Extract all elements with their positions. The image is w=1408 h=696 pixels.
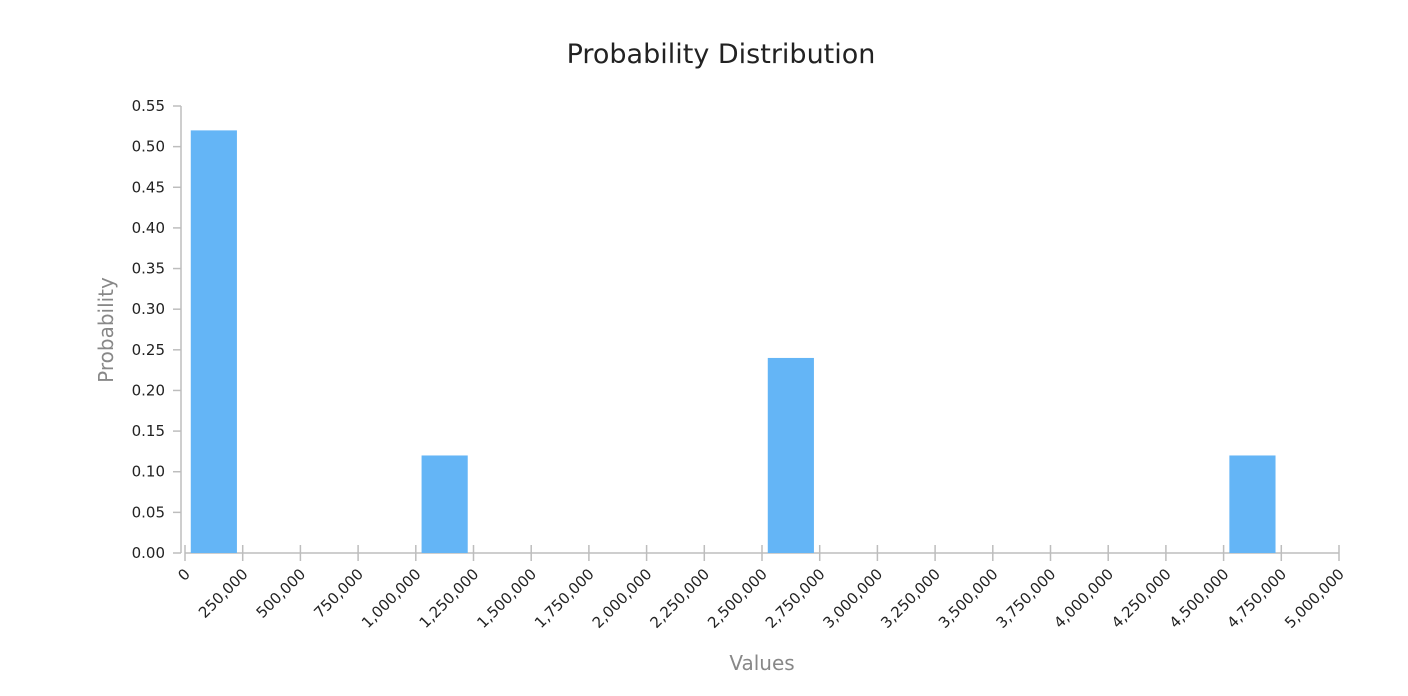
x-tick-label: 3,000,000	[820, 565, 887, 632]
x-tick-label: 4,750,000	[1223, 565, 1290, 632]
x-tick-label: 3,750,000	[993, 565, 1060, 632]
x-axis-label: Values	[729, 651, 794, 675]
x-tick-label: 750,000	[310, 565, 367, 622]
x-tick-label: 0	[174, 565, 193, 584]
x-tick-label: 2,000,000	[589, 565, 656, 632]
y-tick-label: 0.10	[132, 463, 165, 481]
bar	[190, 130, 237, 553]
x-axis: 0 250,000 500,000 750,0001,000,0001,250,000…	[174, 545, 1348, 632]
bar	[1229, 455, 1276, 553]
x-tick-label: 1,250,000	[416, 565, 483, 632]
y-axis: 0.00 0.05 0.10 0.15 0.20 0.25 0.30 0.35 0.40 0.45…	[132, 97, 182, 562]
x-tick-label: 3,250,000	[877, 565, 944, 632]
y-tick-label: 0.50	[132, 138, 165, 156]
y-tick-label: 0.40	[132, 219, 165, 237]
y-tick-label: 0.20	[132, 381, 165, 399]
y-tick-label: 0.30	[132, 300, 165, 318]
x-tick-label: 4,000,000	[1050, 565, 1117, 632]
y-tick-label: 0.35	[132, 260, 165, 278]
bar	[421, 455, 468, 553]
bars-group	[190, 130, 1276, 553]
x-tick-label: 1,750,000	[531, 565, 598, 632]
y-tick-label: 0.55	[132, 97, 165, 115]
x-tick-label: 5,000,000	[1281, 565, 1348, 632]
bar	[767, 357, 814, 553]
x-tick-label: 1,000,000	[358, 565, 425, 632]
x-tick-label: 250,000	[195, 565, 252, 622]
y-tick-label: 0.45	[132, 178, 165, 196]
y-tick-label: 0.15	[132, 422, 165, 440]
y-tick-label: 0.25	[132, 341, 165, 359]
x-tick-label: 2,500,000	[704, 565, 771, 632]
x-tick-label: 4,250,000	[1108, 565, 1175, 632]
y-tick-label: 0.05	[132, 503, 165, 521]
x-tick-label: 1,500,000	[473, 565, 540, 632]
x-tick-label: 2,750,000	[762, 565, 829, 632]
x-tick-label: 2,250,000	[646, 565, 713, 632]
x-tick-label: 3,500,000	[935, 565, 1002, 632]
chart-title: Probability Distribution	[567, 39, 876, 70]
y-axis-label: Probability	[94, 277, 118, 383]
x-tick-label: 500,000	[253, 565, 310, 622]
x-tick-label: 4,500,000	[1166, 565, 1233, 632]
y-tick-label: 0.00	[132, 544, 165, 562]
